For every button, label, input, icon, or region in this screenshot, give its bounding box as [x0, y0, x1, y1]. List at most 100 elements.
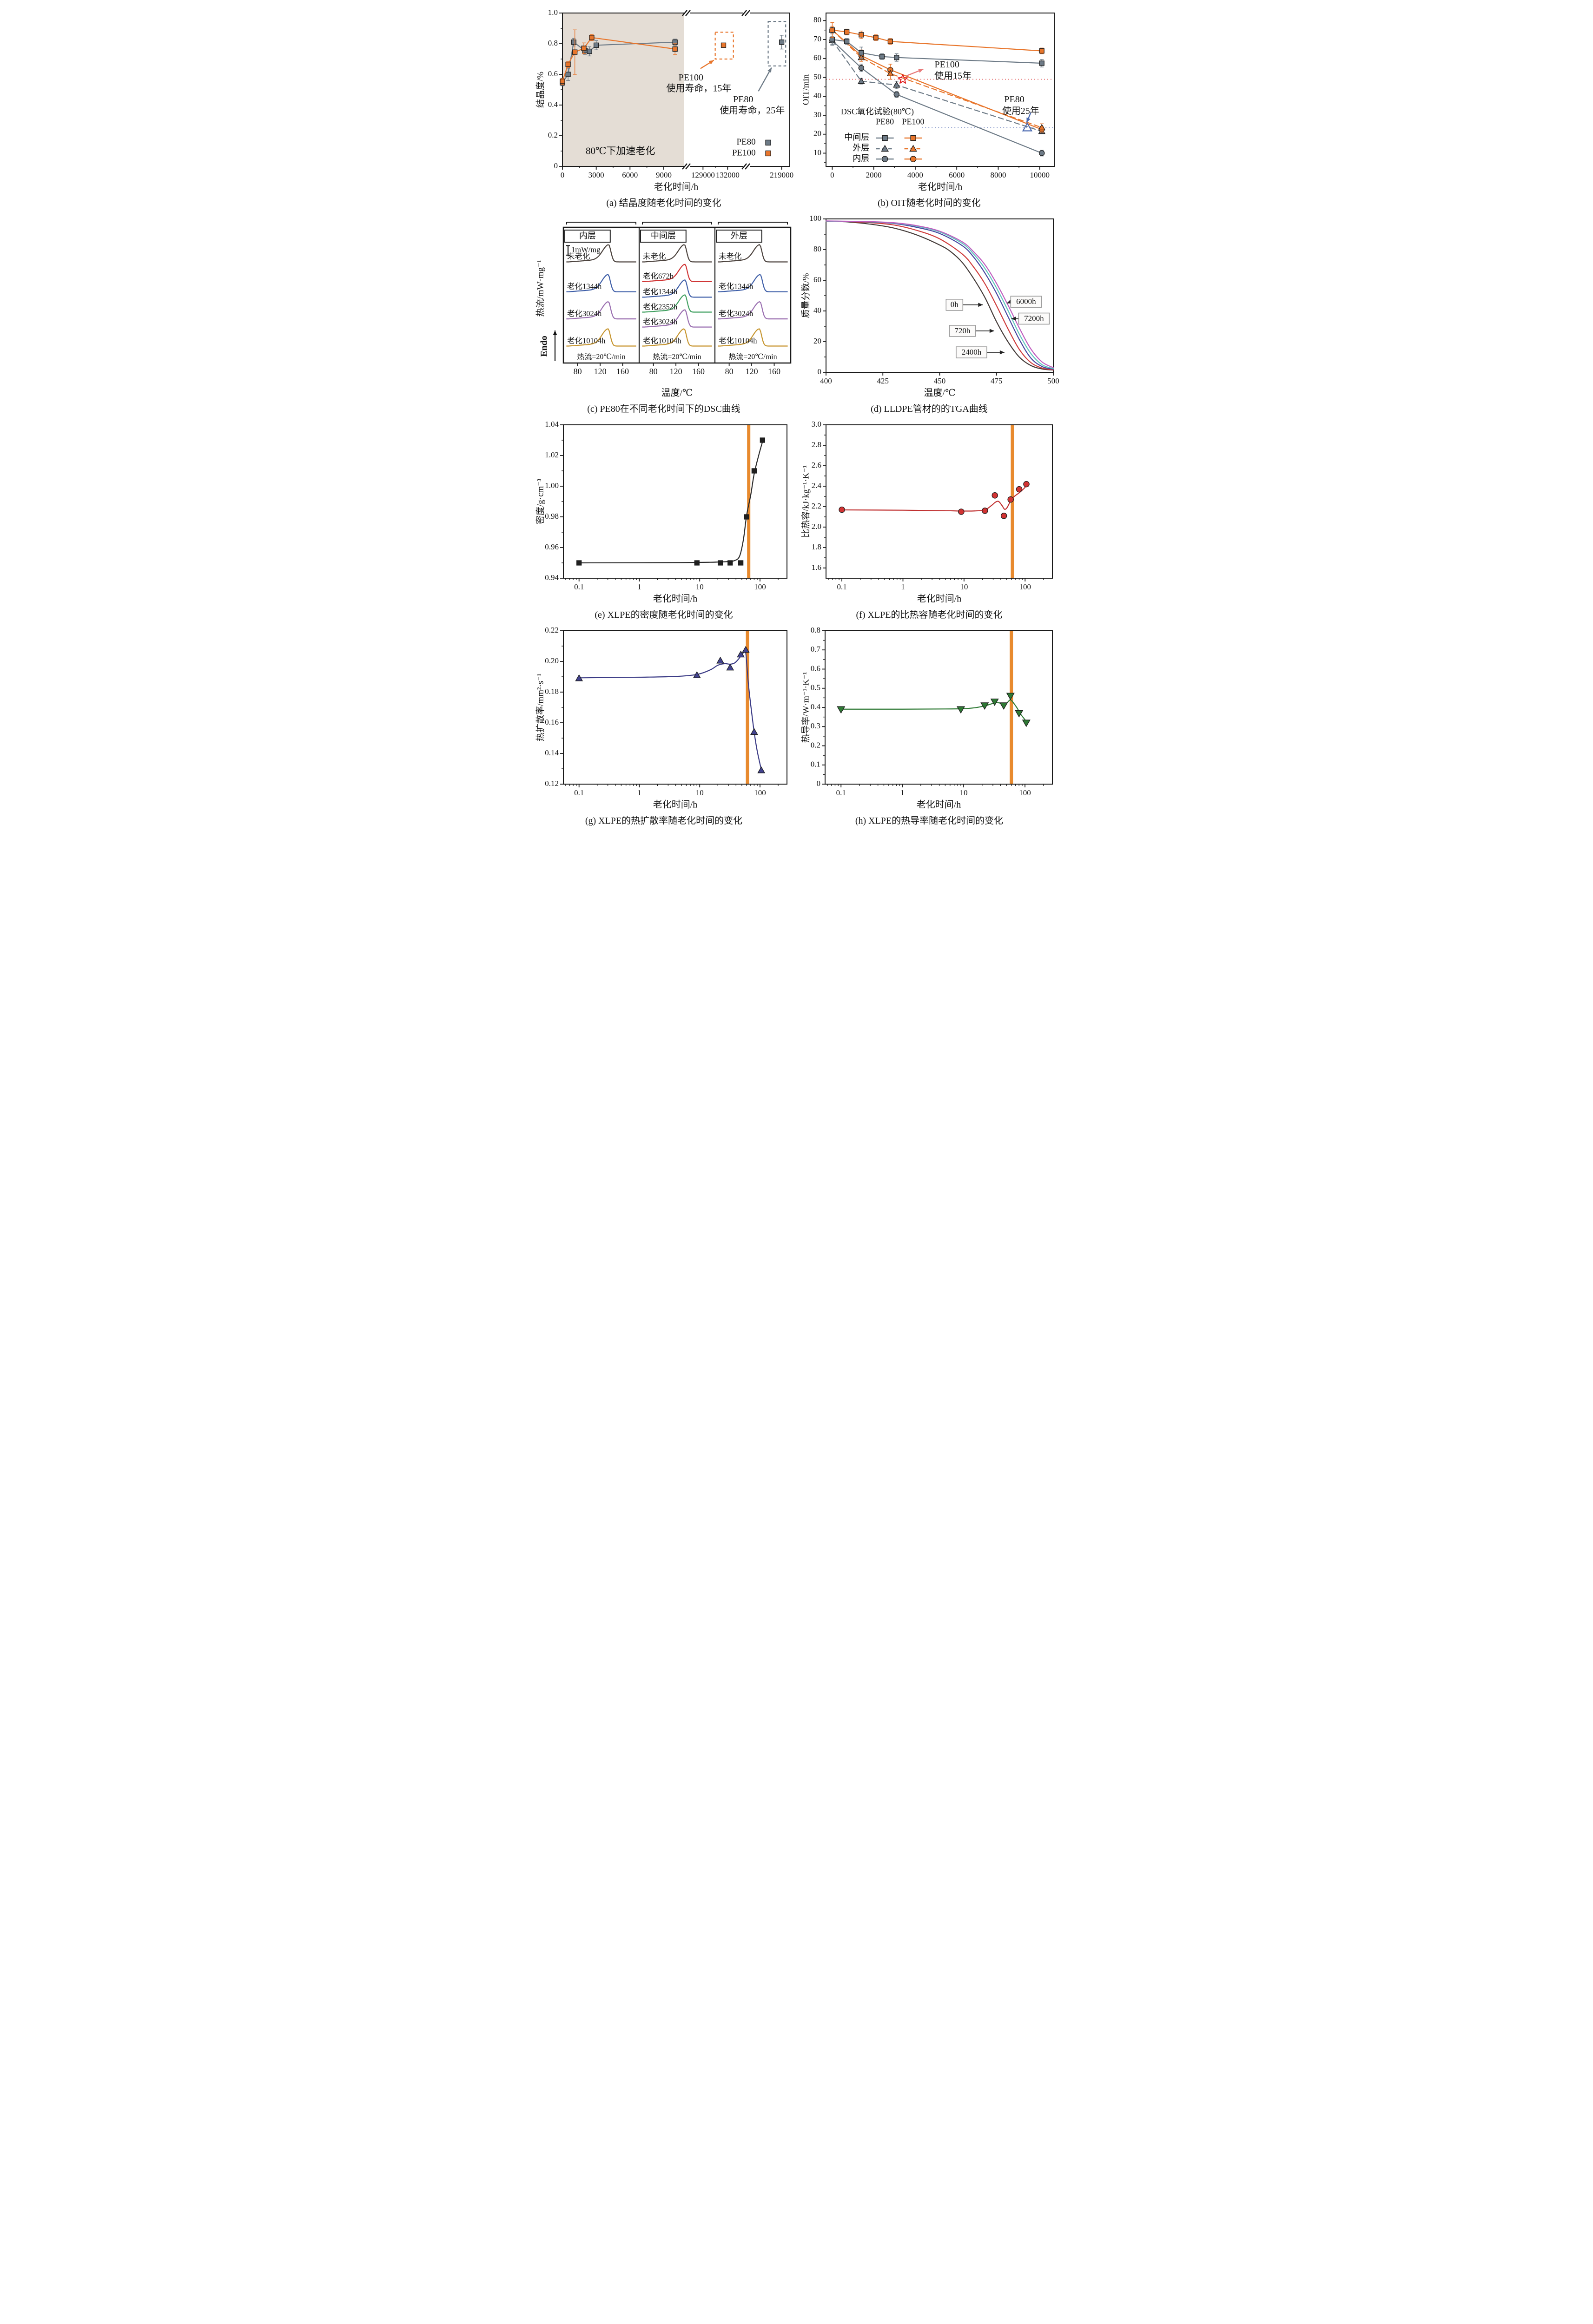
svg-text:老化10104h: 老化10104h: [643, 336, 681, 345]
svg-text:老化10104h: 老化10104h: [719, 336, 757, 345]
svg-text:未老化: 未老化: [719, 252, 742, 261]
svg-text:400: 400: [820, 376, 832, 385]
svg-text:PE100: PE100: [732, 148, 755, 158]
svg-text:10: 10: [695, 582, 703, 591]
svg-text:0.98: 0.98: [545, 512, 559, 521]
svg-text:7200h: 7200h: [1024, 314, 1044, 323]
svg-text:温度/℃: 温度/℃: [661, 388, 693, 398]
svg-text:温度/℃: 温度/℃: [924, 388, 955, 398]
svg-text:外层: 外层: [730, 231, 747, 240]
svg-text:80: 80: [725, 367, 733, 376]
svg-text:100: 100: [754, 582, 766, 591]
svg-text:30: 30: [813, 110, 821, 119]
svg-text:热流=20℃/min: 热流=20℃/min: [728, 353, 777, 361]
svg-text:0: 0: [560, 171, 564, 179]
svg-text:老化3024h: 老化3024h: [643, 317, 678, 326]
svg-text:0.1: 0.1: [837, 582, 846, 591]
panel-e-caption: (e) XLPE的密度随老化时间的变化: [595, 610, 733, 620]
svg-text:475: 475: [991, 376, 1003, 385]
svg-text:老化时间/h: 老化时间/h: [917, 594, 961, 604]
svg-text:6000: 6000: [622, 171, 638, 179]
svg-text:1.02: 1.02: [545, 450, 559, 459]
svg-text:3.0: 3.0: [811, 420, 821, 429]
svg-text:100: 100: [1019, 582, 1031, 591]
svg-text:PE80: PE80: [736, 137, 755, 147]
svg-text:热扩散率/mm²·s⁻¹: 热扩散率/mm²·s⁻¹: [535, 673, 545, 741]
svg-text:2.4: 2.4: [811, 481, 821, 490]
svg-text:内层: 内层: [579, 231, 595, 240]
svg-text:160: 160: [616, 367, 629, 376]
svg-text:132000: 132000: [715, 171, 739, 179]
svg-text:500: 500: [1047, 376, 1059, 385]
svg-text:450: 450: [933, 376, 945, 385]
svg-text:10: 10: [813, 148, 821, 157]
svg-text:PE100: PE100: [934, 59, 959, 70]
svg-text:60: 60: [813, 53, 821, 62]
figure-grid: 0 3000 6000 9000 129000 132000 219000 0 0.2 0.4 0.…: [531, 0, 1062, 836]
svg-text:219000: 219000: [770, 171, 793, 179]
svg-text:0.6: 0.6: [810, 664, 820, 673]
svg-text:160: 160: [768, 367, 780, 376]
svg-text:0: 0: [830, 171, 834, 179]
svg-text:0.3: 0.3: [810, 721, 820, 730]
svg-text:0h: 0h: [950, 300, 958, 309]
svg-text:1.04: 1.04: [545, 420, 559, 429]
svg-text:0.18: 0.18: [545, 687, 559, 696]
svg-text:老化10104h: 老化10104h: [567, 336, 606, 345]
svg-text:2.2: 2.2: [811, 502, 821, 510]
svg-text:40: 40: [813, 306, 821, 315]
svg-text:内层: 内层: [853, 153, 869, 163]
svg-text:使用15年: 使用15年: [934, 71, 971, 81]
svg-text:2400h: 2400h: [961, 348, 981, 357]
svg-text:0.1: 0.1: [574, 582, 584, 591]
svg-text:未老化: 未老化: [643, 252, 666, 261]
panel-a-chart: 0 3000 6000 9000 129000 132000 219000 0 0.2 0.4 0.…: [535, 8, 793, 192]
svg-text:老化时间/h: 老化时间/h: [653, 799, 697, 810]
svg-text:80: 80: [573, 367, 582, 376]
panel-b: 0 2000 4000 6000 8000 10000 10 20 30 40 50 60 70 80 PE…: [798, 7, 1061, 209]
svg-text:0.22: 0.22: [545, 626, 559, 634]
svg-text:20: 20: [813, 129, 821, 138]
svg-text:1.6: 1.6: [811, 563, 821, 572]
svg-text:20: 20: [813, 337, 821, 345]
svg-text:10: 10: [960, 582, 968, 591]
svg-text:1.8: 1.8: [811, 542, 821, 551]
svg-text:100: 100: [809, 214, 821, 223]
svg-text:80: 80: [813, 244, 821, 253]
panel-a-caption: (a) 结晶度随老化时间的变化: [606, 198, 721, 208]
panel-a: 0 3000 6000 9000 129000 132000 219000 0 0.2 0.4 0.…: [533, 7, 795, 209]
svg-text:120: 120: [669, 367, 682, 376]
svg-text:OIT/min: OIT/min: [801, 74, 811, 105]
svg-text:PE100: PE100: [678, 73, 703, 83]
svg-text:120: 120: [745, 367, 758, 376]
svg-text:10000: 10000: [1030, 171, 1050, 179]
svg-text:1mW/mg: 1mW/mg: [571, 245, 600, 254]
panel-f: 0.1 1 10 100 1.6 1.8 2.0 2.2 2.4 2.6 2.8 3.0 老化时间/h 比…: [798, 419, 1061, 621]
svg-text:0.4: 0.4: [810, 702, 820, 711]
svg-text:老化672h: 老化672h: [643, 272, 674, 281]
svg-text:热流=20℃/min: 热流=20℃/min: [653, 353, 701, 361]
svg-text:0.12: 0.12: [545, 779, 559, 788]
svg-text:70: 70: [813, 34, 821, 43]
svg-text:热导率/W·m⁻¹·K⁻¹: 热导率/W·m⁻¹·K⁻¹: [800, 672, 811, 743]
svg-text:1: 1: [901, 582, 905, 591]
svg-text:老化时间/h: 老化时间/h: [653, 594, 697, 604]
svg-text:9000: 9000: [655, 171, 671, 179]
svg-text:中间层: 中间层: [650, 231, 675, 240]
svg-text:425: 425: [877, 376, 889, 385]
panel-h-chart: 0.1 1 10 100 0 0.1 0.2 0.3 0.4 0.5 0.6 0.7 0.8 老化时间/h…: [800, 626, 1053, 810]
svg-text:中间层: 中间层: [844, 132, 869, 142]
svg-text:0.2: 0.2: [548, 131, 557, 139]
svg-text:0.96: 0.96: [545, 542, 559, 551]
panel-c: 内层 80 120 160 未老化老化1344h 老化3024h 老化10104h 1mW/m…: [533, 213, 795, 415]
svg-text:3000: 3000: [588, 171, 604, 179]
svg-text:0.14: 0.14: [545, 748, 559, 757]
svg-text:老化1344h: 老化1344h: [643, 287, 678, 296]
svg-text:40: 40: [813, 91, 821, 100]
panel-e-chart: 0.1 1 10 100 0.94 0.96 0.98 1.00 1.02 1.04 老化时间/h 密…: [535, 420, 787, 604]
svg-text:0.8: 0.8: [810, 626, 820, 634]
svg-text:老化时间/h: 老化时间/h: [916, 799, 961, 810]
svg-text:老化时间/h: 老化时间/h: [918, 182, 962, 192]
svg-text:80℃下加速老化: 80℃下加速老化: [585, 145, 655, 156]
